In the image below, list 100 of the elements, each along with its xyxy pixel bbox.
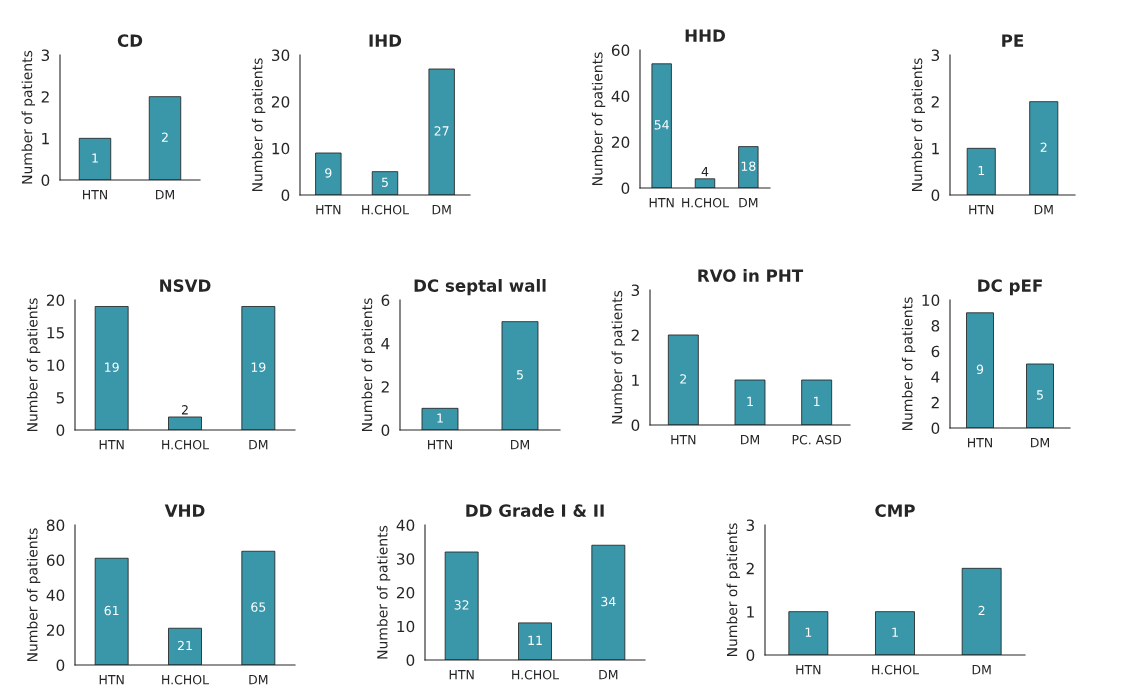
y-tick-label: 2 [931, 396, 939, 409]
y-tick-label: 2 [41, 91, 49, 103]
x-tick-label: H.CHOL [512, 669, 559, 680]
x-tick-label: DM [249, 675, 268, 685]
data-label: 18 [741, 161, 756, 171]
data-label: 19 [251, 362, 266, 372]
chart-title: IHD [369, 34, 402, 47]
data-label: 1 [978, 166, 985, 176]
chart-title: HHD [685, 29, 725, 42]
data-label: 5 [516, 370, 523, 380]
x-tick-label: H.CHOL [162, 439, 209, 450]
x-tick-label: DM [739, 198, 758, 208]
data-label: 34 [601, 596, 616, 607]
chart-title: DD Grade I & II [466, 504, 604, 517]
y-tick-label: 5 [56, 392, 64, 404]
y-tick-label: 0 [746, 649, 755, 662]
data-label: 21 [177, 640, 192, 651]
y-tick-label: 4 [931, 371, 940, 383]
y-tick-label: 0 [281, 189, 290, 202]
data-label: 2 [181, 405, 188, 415]
y-tick-label: 40 [611, 90, 630, 103]
y-tick-label: 20 [271, 96, 290, 108]
y-tick-label: 0 [56, 659, 65, 672]
x-tick-label: HTN [428, 440, 452, 450]
data-label: 2 [680, 374, 687, 384]
chart-title: DC septal wall [414, 279, 546, 296]
y-axis-title: Number of patients [611, 290, 625, 424]
x-tick-label: DM [249, 440, 268, 450]
x-tick-label: DM [1031, 438, 1049, 448]
y-tick-label: 0 [931, 422, 940, 435]
y-tick-label: 0 [381, 424, 390, 437]
y-tick-label: 3 [41, 49, 50, 62]
data-label: 9 [325, 168, 332, 178]
y-tick-label: 20 [396, 586, 415, 599]
x-tick-label: DM [432, 205, 451, 215]
y-tick-label: 20 [611, 136, 630, 149]
y-tick-label: 4 [381, 338, 390, 350]
x-tick-label: HTN [316, 205, 341, 215]
chart-title: CMP [875, 504, 915, 517]
y-tick-label: 0 [41, 174, 50, 187]
y-axis-title: Number of patients [901, 297, 916, 430]
chart-title: DC pEF [978, 279, 1042, 296]
x-tick-label: HTN [968, 438, 992, 448]
chart-title: CD [117, 34, 143, 47]
data-label: 1 [805, 627, 812, 637]
y-tick-label: 6 [931, 345, 940, 358]
x-tick-label: DM [156, 190, 174, 200]
y-axis-title: Number of patients [911, 58, 925, 191]
x-tick-label: H.CHOL [162, 674, 209, 685]
y-tick-label: 10 [922, 294, 940, 307]
y-tick-label: 2 [931, 96, 939, 108]
y-tick-label: 3 [931, 49, 940, 62]
chart-title: PE [1002, 34, 1024, 47]
y-tick-label: 20 [46, 294, 65, 307]
y-tick-label: 40 [396, 519, 415, 532]
data-label: 1 [892, 627, 898, 637]
x-tick-label: PC. ASD [792, 434, 842, 445]
x-tick-label: HTN [969, 205, 994, 215]
x-tick-label: H.CHOL [362, 204, 409, 215]
chart-title: VHD [164, 504, 205, 517]
y-tick-label: 15 [47, 327, 64, 339]
x-tick-label: HTN [649, 198, 674, 208]
y-axis-title: Number of patients [376, 525, 391, 659]
y-tick-label: 10 [397, 620, 415, 633]
x-tick-label: DM [741, 435, 759, 445]
data-label: 2 [161, 132, 168, 142]
x-tick-label: HTN [83, 190, 107, 200]
y-tick-label: 1 [42, 133, 49, 145]
y-axis-title: Number of patients [251, 58, 266, 191]
y-axis-title: Number of patients [26, 298, 41, 431]
y-tick-label: 1 [632, 374, 639, 386]
y-tick-label: 6 [381, 294, 390, 307]
y-tick-label: 80 [46, 519, 65, 532]
data-label: 32 [454, 600, 469, 610]
x-tick-label: H.CHOL [682, 197, 729, 208]
data-label: 1 [92, 153, 98, 163]
x-tick-label: DM [511, 440, 529, 450]
x-tick-label: HTN [796, 665, 821, 675]
y-tick-label: 0 [56, 424, 65, 437]
x-tick-label: HTN [671, 435, 696, 445]
y-tick-label: 3 [631, 284, 640, 297]
data-label: 9 [976, 364, 984, 375]
y-tick-label: 10 [272, 142, 290, 155]
data-label: 2 [1040, 142, 1047, 152]
y-tick-label: 0 [406, 654, 415, 667]
y-tick-label: 10 [47, 359, 65, 372]
x-tick-label: HTN [99, 440, 124, 450]
y-tick-label: 60 [46, 554, 65, 567]
chart-title: RVO in PHT [698, 269, 804, 282]
chart-title: NSVD [160, 279, 211, 292]
y-tick-label: 0 [621, 182, 630, 195]
y-tick-label: 0 [931, 189, 940, 202]
y-tick-label: 30 [397, 553, 415, 565]
y-tick-label: 60 [611, 44, 630, 57]
data-label: 1 [814, 396, 820, 406]
x-tick-label: H.CHOL [872, 664, 919, 675]
x-tick-label: HTN [99, 675, 124, 685]
y-axis-title: Number of patients [726, 523, 740, 656]
data-label: 1 [437, 413, 443, 423]
data-label: 4 [701, 167, 709, 177]
